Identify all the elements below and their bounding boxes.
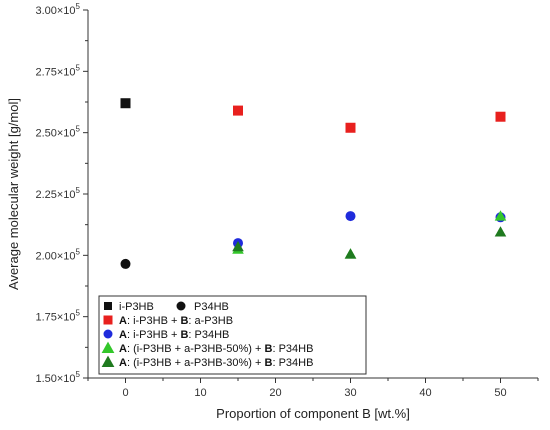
y-tick-label: 2.75×105 (35, 63, 80, 78)
legend-label: A: (i-P3HB + a-P3HB-30%) + B: P34HB (119, 357, 313, 369)
legend-label: A: (i-P3HB + a-P3HB-50%) + B: P34HB (119, 343, 313, 355)
legend-label: P34HB (194, 301, 229, 313)
y-tick-label: 1.50×105 (35, 370, 80, 385)
x-tick-label: 20 (269, 387, 281, 399)
data-points (120, 98, 507, 269)
y-tick-label: 2.25×105 (35, 186, 80, 201)
data-point (233, 105, 243, 116)
data-point (494, 210, 507, 221)
legend-marker (101, 341, 115, 353)
y-tick-label: 2.50×105 (35, 125, 80, 140)
y-axis-title: Average molecular weight [g/mol] (6, 98, 21, 290)
data-point (345, 122, 356, 133)
legend-marker (103, 329, 113, 339)
legend-marker (103, 315, 113, 325)
x-axis-title: Proportion of component B [wt.%] (216, 406, 410, 421)
data-point (344, 248, 357, 259)
legend-marker (101, 355, 115, 367)
x-tick-label: 10 (194, 387, 206, 399)
data-point (495, 111, 506, 122)
legend-marker (104, 302, 112, 310)
legend-label: A: i-P3HB + B: P34HB (119, 329, 229, 341)
x-tick-label: 30 (344, 387, 356, 399)
data-point (494, 226, 507, 237)
data-point (120, 98, 131, 109)
legend-marker (176, 301, 186, 311)
legend-label: i-P3HB (119, 301, 154, 313)
data-point (120, 258, 131, 269)
x-tick-label: 0 (122, 387, 128, 399)
legend-label: A: i-P3HB + B: a-P3HB (119, 315, 233, 327)
legend: i-P3HB P34HB A: i-P3HB + B: a-P3HB A: i-P3H… (98, 295, 367, 375)
legend-box (98, 295, 367, 375)
y-tick-label: 1.75×105 (35, 309, 80, 324)
x-tick-label: 40 (419, 387, 431, 399)
y-tick-label: 2.00×105 (35, 247, 80, 262)
data-point (345, 211, 356, 222)
ticks: 0 10 20 30 40 50 1.50×105 1.75×105 2.00×105 2.25×… (35, 2, 539, 399)
x-tick-label: 50 (494, 387, 506, 399)
data-point (232, 240, 244, 252)
y-tick-label: 3.00×105 (35, 2, 80, 17)
